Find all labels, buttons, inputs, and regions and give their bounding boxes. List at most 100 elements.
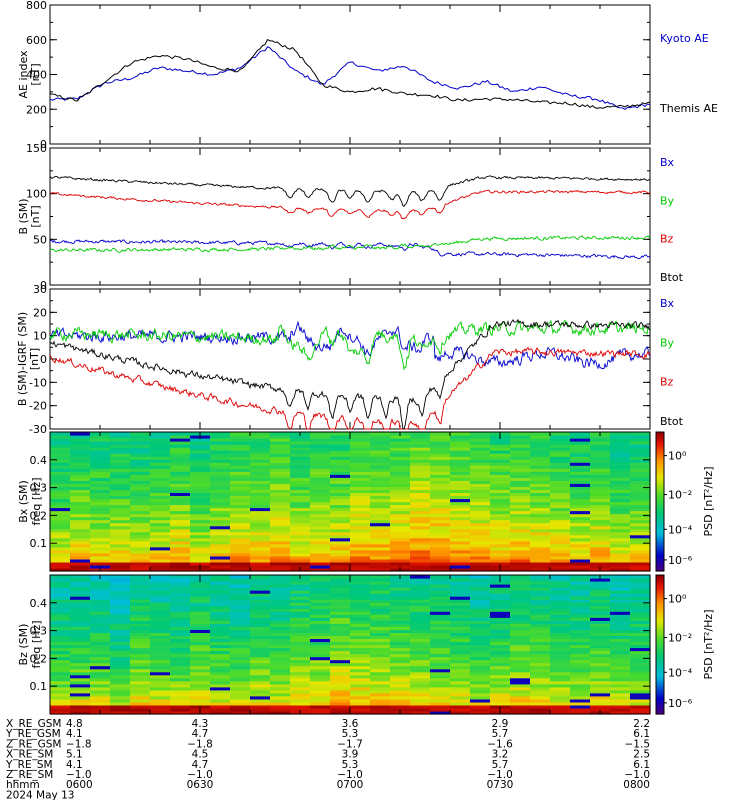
spectrogram-cell xyxy=(290,456,311,460)
spectrogram-cell xyxy=(110,474,131,478)
spectrogram-cell xyxy=(230,543,251,548)
spectrogram-cell xyxy=(190,668,211,673)
spectrogram-cell xyxy=(510,689,531,694)
spectrogram-cell xyxy=(590,708,611,712)
spectrogram-cell xyxy=(90,450,111,454)
spectrogram-cell xyxy=(470,704,491,709)
spectrogram-cell xyxy=(510,665,531,670)
spectrogram-cell xyxy=(130,665,151,670)
spectrogram-cell xyxy=(190,468,211,472)
spectrogram-cell xyxy=(510,677,531,682)
spectrogram-cell xyxy=(70,489,91,493)
spectrogram-cell xyxy=(510,438,531,442)
spectrogram-cell xyxy=(130,522,151,527)
spectrogram-cell xyxy=(470,653,491,658)
spectrogram-cell xyxy=(350,507,371,512)
spectrogram-cell xyxy=(630,492,651,496)
spectrogram-cell xyxy=(370,695,391,700)
spectrogram-cell xyxy=(530,656,551,661)
spectrogram-cell xyxy=(390,662,411,667)
spectrogram-cell xyxy=(390,701,411,706)
spectrogram-cell xyxy=(550,522,571,527)
spectrogram-cell xyxy=(210,711,231,715)
spectrogram-cell xyxy=(310,575,331,579)
spectrogram-cell xyxy=(270,711,291,715)
spectrogram-cell xyxy=(390,540,411,545)
spectrogram-cell xyxy=(570,492,591,496)
spectrogram-cell xyxy=(90,647,111,652)
spectrogram-cell xyxy=(410,444,431,448)
spectrogram-cell xyxy=(110,659,131,664)
spectrogram-cell xyxy=(610,680,631,685)
spectrogram-cell xyxy=(70,522,91,527)
spectrogram-cell xyxy=(510,695,531,700)
spectrogram-cell xyxy=(510,593,531,597)
spectrogram-cell xyxy=(330,647,351,652)
spectrogram-cell xyxy=(390,695,411,700)
spectrogram-cell xyxy=(590,701,611,706)
spectrogram-cell xyxy=(610,698,631,703)
spectrogram-cell xyxy=(250,686,271,691)
spectrogram-cell xyxy=(470,444,491,448)
spectrogram-cell xyxy=(170,617,191,621)
spectrogram-cell xyxy=(370,620,391,624)
colorbar-cell xyxy=(656,492,664,496)
spectrogram-cell xyxy=(430,599,451,603)
ephemeris-value: 5.3 xyxy=(342,728,359,740)
spectrogram-cell xyxy=(430,568,451,572)
spectrogram-cell xyxy=(530,441,551,445)
spectrogram-cell xyxy=(510,617,531,621)
spectrogram-cell xyxy=(110,641,131,646)
spectrogram-cell xyxy=(150,543,171,548)
spectrogram-cell xyxy=(590,516,611,521)
spectrogram-cell xyxy=(70,686,91,691)
spectrogram-cell xyxy=(570,614,591,618)
spectrogram-cell xyxy=(170,680,191,685)
spectrogram-cell xyxy=(90,540,111,545)
spectrogram-cell xyxy=(570,459,591,463)
spectrogram-cell xyxy=(130,453,151,457)
spectrogram-cell xyxy=(130,704,151,709)
spectrogram-cell xyxy=(110,629,131,633)
spectrogram-cell xyxy=(170,671,191,676)
spectrogram-cell xyxy=(390,498,411,503)
spectrogram-cell xyxy=(170,605,191,609)
spectrogram-cell xyxy=(590,474,611,478)
spectrogram-cell xyxy=(450,704,471,709)
spectrogram-cell xyxy=(570,605,591,609)
spectrogram-cell xyxy=(470,543,491,548)
spectrogram-cell xyxy=(330,584,351,588)
spectrogram-cell xyxy=(150,653,171,658)
spectrogram-cell xyxy=(170,587,191,591)
spectrogram-cell xyxy=(230,489,251,493)
spectrogram-cell xyxy=(430,711,451,715)
spectrogram-cell xyxy=(310,456,331,460)
spectrogram-cell xyxy=(490,656,511,661)
spectrogram-cell xyxy=(310,555,331,560)
spectrogram-cell xyxy=(70,650,91,655)
spectrogram-cell xyxy=(350,650,371,655)
spectrogram-cell xyxy=(230,575,251,579)
spectrogram-cell xyxy=(230,558,251,563)
spectrogram-cell xyxy=(430,653,451,658)
spectrogram-cell xyxy=(250,528,271,533)
spectrogram-cell xyxy=(550,701,571,706)
spectrogram-cell xyxy=(250,516,271,521)
spectrogram-cell xyxy=(590,549,611,554)
colorbar-cell xyxy=(656,674,664,678)
spectrogram-cell xyxy=(90,623,111,627)
spectrogram-cell xyxy=(210,689,231,694)
spectrogram-cell xyxy=(330,617,351,621)
spectrogram-cell xyxy=(230,650,251,655)
spectrogram-cell xyxy=(450,525,471,530)
spectrogram-cell xyxy=(150,561,171,566)
spectrogram-cell xyxy=(370,650,391,655)
spectrogram-cell xyxy=(610,447,631,451)
spectrogram-cell xyxy=(550,555,571,560)
ephemeris-value: −1.8 xyxy=(66,738,92,750)
spectrogram-cell xyxy=(590,465,611,469)
spectrogram-cell xyxy=(310,465,331,469)
spectrogram-cell xyxy=(190,531,211,536)
colorbar-cell xyxy=(656,704,664,708)
spectrogram-cell xyxy=(250,486,271,490)
